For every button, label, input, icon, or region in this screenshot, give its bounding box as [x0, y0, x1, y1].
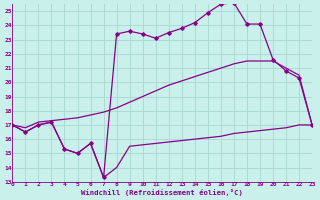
X-axis label: Windchill (Refroidissement éolien,°C): Windchill (Refroidissement éolien,°C): [81, 189, 243, 196]
